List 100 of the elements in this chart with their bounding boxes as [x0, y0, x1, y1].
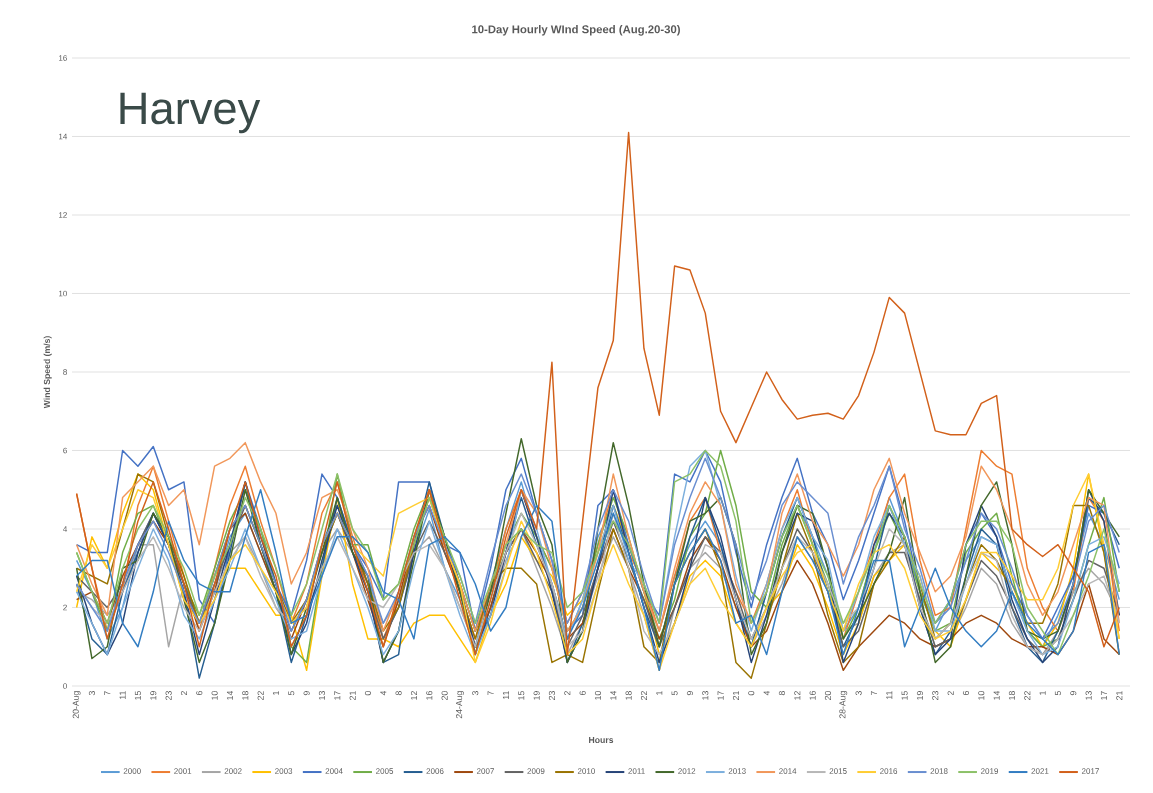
x-tick-label: 19 [533, 691, 540, 700]
legend-label: 2019 [981, 768, 999, 774]
x-tick-label: 3 [472, 691, 479, 696]
x-tick-label: 8 [778, 691, 786, 696]
x-tick-label: 9 [686, 691, 693, 696]
x-tick-label: 13 [702, 691, 709, 700]
x-tick-label: 6 [196, 691, 203, 696]
x-tick-label: 21 [1116, 691, 1123, 700]
x-tick-label: 18 [625, 691, 632, 700]
x-tick-label: 23 [932, 691, 939, 700]
legend-label: 2004 [325, 768, 343, 774]
x-tick-label: 14 [610, 690, 617, 700]
x-tick-label: 17 [717, 691, 724, 700]
x-tick-label: 1 [272, 691, 279, 695]
x-tick-label: 19 [150, 691, 157, 700]
x-tick-label: 20-Aug [72, 691, 81, 719]
legend-label: 2011 [628, 768, 645, 774]
annotation: Harvey [120, 92, 261, 134]
x-tick-label: 11 [886, 691, 893, 700]
legend-label: 2021 [1031, 768, 1049, 774]
x-tick-label: 23 [548, 691, 555, 700]
x-tick-label: 14 [226, 690, 233, 700]
x-tick-label: 28-Aug [839, 691, 848, 719]
x-tick-label: 2 [947, 691, 954, 696]
x-tick-label: 9 [303, 691, 310, 696]
y-tick-label: 0 [63, 683, 67, 689]
x-tick-label: 18 [1008, 691, 1016, 700]
x-tick-label: 1 [656, 691, 663, 695]
x-tick-label: 21 [732, 691, 739, 700]
legend-label: 2007 [476, 768, 494, 774]
legend-label: 2016 [880, 768, 898, 774]
x-tick-label: 22 [257, 691, 264, 700]
x-tick-label: 19 [916, 691, 924, 700]
x-tick-label: 5 [1054, 691, 1061, 696]
chart-title: 10-Day Hourly WInd Speed (Aug.20-30) [472, 25, 680, 36]
x-tick-label: 5 [671, 691, 678, 696]
legend-label: 2010 [577, 768, 595, 774]
x-tick-label: 23 [165, 691, 172, 700]
legend-label: 2002 [224, 768, 242, 774]
x-tick-label: 3 [88, 691, 95, 696]
x-tick-label: 14 [993, 690, 1000, 700]
legend-label: 2009 [527, 768, 545, 774]
x-tick-label: 0 [364, 691, 371, 696]
x-tick-label: 22 [1024, 691, 1031, 700]
legend-label: 2003 [275, 768, 293, 774]
legend-label: 2015 [829, 768, 847, 774]
x-tick-label: 6 [579, 691, 586, 696]
x-tick-label: 18 [242, 691, 249, 700]
x-tick-label: 5 [288, 691, 295, 696]
x-tick-label: 4 [380, 690, 387, 696]
x-tick-label: 20 [441, 691, 448, 700]
x-tick-label: 15 [901, 691, 908, 700]
x-tick-label: 10 [594, 691, 601, 700]
x-tick-label: 17 [334, 691, 341, 700]
y-axis-title: Wind Speed (m/s) [43, 336, 52, 409]
legend-label: 2000 [123, 768, 141, 774]
x-tick-label: 2 [180, 691, 187, 696]
legend-label: 2001 [174, 768, 192, 774]
y-tick-label: 4 [63, 526, 68, 532]
x-tick-label: 7 [870, 691, 877, 696]
y-tick-label: 6 [63, 447, 67, 454]
x-tick-label: 13 [318, 691, 325, 700]
x-tick-label: 15 [518, 691, 525, 700]
legend-label: 2005 [376, 768, 394, 774]
x-tick-label: 8 [395, 691, 402, 696]
legend-label: 2017 [1081, 768, 1099, 774]
y-tick-label: 2 [63, 604, 67, 611]
x-tick-label: 11 [119, 691, 126, 700]
y-tick-label: 8 [63, 369, 67, 375]
x-tick-label: 12 [410, 691, 417, 700]
x-tick-label: 1 [1039, 691, 1046, 695]
x-tick-label: 17 [1100, 691, 1107, 700]
x-tick-label: 0 [748, 691, 755, 696]
y-tick-label: 16 [59, 55, 67, 61]
y-tick-label: 10 [59, 290, 67, 297]
x-tick-label: 6 [962, 691, 970, 696]
legend-label: 2013 [728, 768, 746, 774]
legend-label: 2012 [678, 768, 696, 774]
x-tick-label: 3 [855, 691, 862, 696]
x-tick-label: 7 [104, 691, 111, 696]
y-tick-label: 12 [59, 212, 67, 218]
x-tick-label: 2 [564, 691, 571, 696]
x-tick-label: 20 [824, 691, 832, 700]
x-tick-label: 21 [349, 691, 356, 700]
x-tick-label: 24-Aug [456, 691, 464, 719]
legend-label: 2014 [779, 768, 797, 774]
y-tick-label: 14 [59, 133, 68, 140]
x-tick-label: 16 [426, 691, 433, 700]
x-tick-label: 13 [1085, 691, 1092, 700]
x-tick-label: 7 [487, 691, 494, 696]
x-tick-label: 9 [1070, 691, 1077, 696]
x-tick-label: 10 [978, 691, 985, 700]
x-axis-title: Hours [589, 736, 614, 744]
legend-label: 2006 [426, 768, 444, 774]
x-tick-label: 4 [763, 690, 770, 696]
x-tick-label: 15 [134, 691, 141, 700]
x-tick-label: 12 [794, 691, 801, 700]
x-tick-label: 11 [502, 691, 509, 700]
legend-label: 2018 [930, 768, 948, 774]
x-tick-label: 16 [809, 691, 816, 700]
